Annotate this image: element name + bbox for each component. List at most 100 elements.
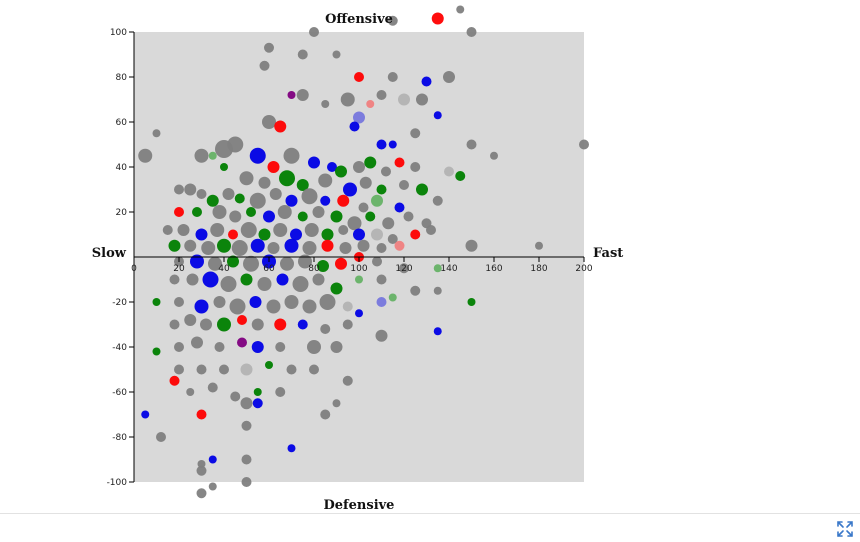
data-point[interactable] [357,239,370,252]
data-point[interactable] [410,229,421,240]
data-point[interactable] [277,205,292,219]
data-point[interactable] [371,194,383,207]
data-point[interactable] [220,163,228,171]
data-point[interactable] [174,297,184,307]
data-point[interactable] [258,228,271,241]
data-point[interactable] [283,147,300,164]
data-point[interactable] [308,156,320,169]
data-point[interactable] [194,299,209,314]
data-point[interactable] [388,293,397,302]
data-point[interactable] [194,148,209,163]
data-point[interactable] [403,211,414,222]
data-point[interactable] [273,223,288,237]
data-point[interactable] [371,228,383,241]
data-point[interactable] [196,364,207,375]
data-point[interactable] [354,72,364,82]
data-point[interactable] [269,188,282,200]
data-point[interactable] [169,274,180,285]
data-point[interactable] [202,271,219,288]
data-point[interactable] [358,202,369,213]
data-point[interactable] [467,298,476,306]
data-point[interactable] [399,180,409,190]
data-point[interactable] [376,274,387,285]
data-point[interactable] [201,241,216,255]
data-point[interactable] [466,27,477,37]
data-point[interactable] [394,240,405,251]
data-point[interactable] [301,188,318,205]
data-point[interactable] [138,148,153,163]
data-point[interactable] [382,217,395,230]
data-point[interactable] [285,194,298,207]
data-point[interactable] [246,207,256,217]
data-point[interactable] [152,129,161,138]
data-point[interactable] [276,273,289,286]
data-point[interactable] [387,15,398,26]
data-point[interactable] [365,211,376,222]
data-point[interactable] [267,242,280,254]
data-point[interactable] [279,170,295,187]
data-point[interactable] [394,157,405,168]
data-point[interactable] [280,256,294,271]
data-point[interactable] [152,298,161,306]
data-point[interactable] [359,176,372,189]
data-point[interactable] [251,318,264,331]
data-point[interactable] [320,324,331,334]
data-point[interactable] [184,183,197,196]
data-point[interactable] [297,211,308,222]
data-point[interactable] [318,173,333,188]
data-point[interactable] [312,206,325,218]
data-point[interactable] [410,162,421,172]
data-point[interactable] [443,71,455,83]
data-point[interactable] [490,151,498,160]
data-point[interactable] [342,375,353,386]
data-point[interactable] [284,238,299,253]
data-point[interactable] [197,460,206,468]
data-point[interactable] [320,409,331,420]
data-point[interactable] [332,399,341,408]
data-point[interactable] [196,409,207,420]
data-point[interactable] [241,454,252,465]
data-point[interactable] [284,295,299,309]
data-point[interactable] [296,89,309,101]
data-point[interactable] [342,319,353,330]
data-point[interactable] [426,225,436,235]
data-point[interactable] [372,256,382,267]
data-point[interactable] [337,194,350,207]
data-point[interactable] [286,364,297,375]
data-point[interactable] [237,337,247,348]
data-point[interactable] [241,420,252,431]
data-point[interactable] [375,329,388,342]
data-point[interactable] [433,286,442,295]
data-point[interactable] [208,256,222,271]
data-point[interactable] [196,465,207,476]
data-point[interactable] [302,241,317,255]
data-point[interactable] [168,239,181,252]
data-point[interactable] [455,171,466,181]
data-point[interactable] [265,361,273,369]
data-point[interactable] [253,388,262,396]
data-point[interactable] [290,228,302,241]
data-point[interactable] [243,255,259,272]
data-point[interactable] [535,241,543,250]
data-point[interactable] [241,477,252,487]
data-point[interactable] [399,263,409,274]
data-point[interactable] [227,136,244,153]
data-point[interactable] [234,193,245,204]
data-point[interactable] [376,297,387,307]
data-point[interactable] [416,183,428,196]
data-point[interactable] [214,342,225,352]
data-point[interactable] [207,382,218,393]
data-point[interactable] [262,115,276,129]
data-point[interactable] [296,179,309,191]
data-point[interactable] [376,243,387,253]
data-point[interactable] [343,182,357,197]
data-point[interactable] [335,257,347,270]
data-point[interactable] [342,301,353,312]
data-point[interactable] [249,192,266,209]
data-point[interactable] [229,210,242,223]
data-point[interactable] [416,93,428,106]
data-point[interactable] [174,184,184,195]
data-point[interactable] [174,364,184,375]
data-point[interactable] [466,139,477,150]
data-point[interactable] [388,140,397,149]
